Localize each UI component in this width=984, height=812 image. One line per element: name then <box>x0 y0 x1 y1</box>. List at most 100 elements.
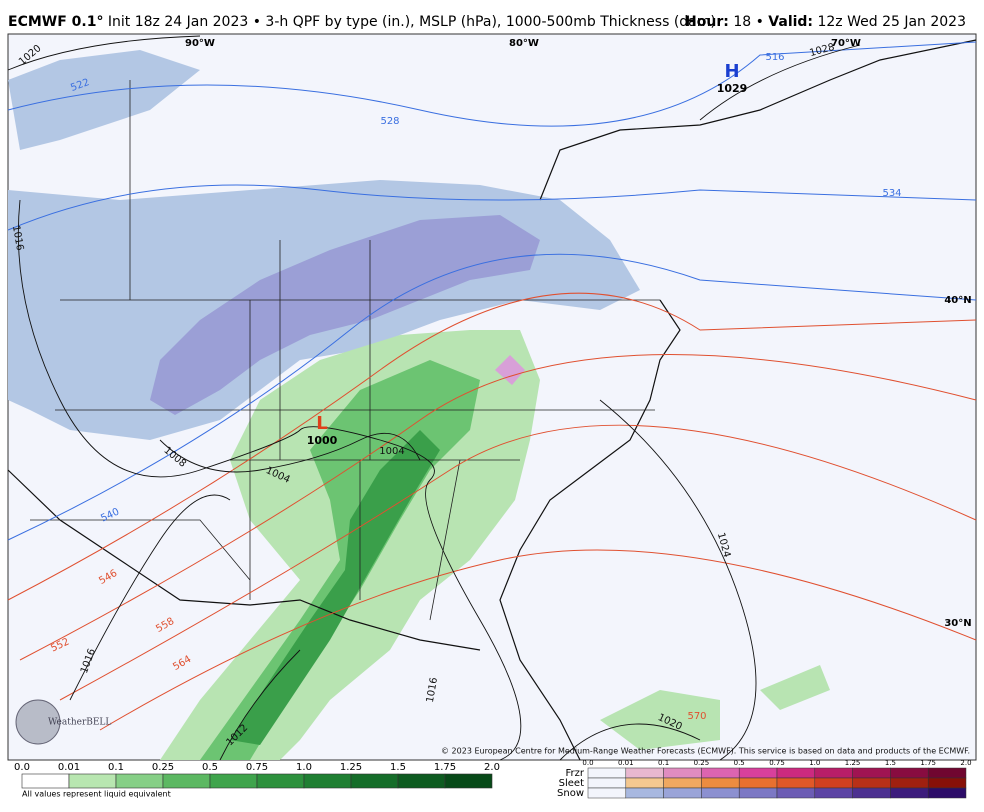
grid-label: 80°W <box>509 38 539 49</box>
thickness-contour <box>7 253 977 541</box>
legend-swatch <box>701 787 740 799</box>
contour-label: 1016 <box>425 677 440 704</box>
mixed-precip <box>495 355 525 385</box>
legend-swatch <box>890 767 929 779</box>
snow-area <box>8 50 200 150</box>
thickness-contour <box>7 41 977 127</box>
legend-tick: 0.25 <box>152 762 174 773</box>
contour-label: 1016 <box>10 225 25 252</box>
grid-label: 40°N <box>944 295 971 306</box>
legend-swatch <box>890 787 929 799</box>
pressure-center-letter: H <box>724 61 739 82</box>
legend-swatch <box>663 777 702 789</box>
header-title: ECMWF 0.1° Init 18z 24 Jan 2023 • 3-h QP… <box>8 14 716 30</box>
legend-swatch <box>738 767 778 779</box>
legend-swatch <box>814 787 853 799</box>
legend-swatch <box>738 787 778 799</box>
isobar <box>559 723 701 761</box>
legend-swatch <box>303 773 352 789</box>
logo-globe <box>15 699 61 745</box>
thickness-contour <box>7 184 977 231</box>
legend-tick: 0.75 <box>769 759 785 767</box>
isobar <box>17 199 522 761</box>
legend-swatch <box>890 777 929 789</box>
legend-tick: 0.5 <box>202 762 218 773</box>
legend-swatch <box>814 767 853 779</box>
thickness-contour <box>19 354 977 661</box>
legend-tick: 1.75 <box>920 759 936 767</box>
grid-label: 30°N <box>944 618 971 629</box>
legend-tick: 0.1 <box>658 759 669 767</box>
legend-tick: 0.01 <box>618 759 634 767</box>
legend-tick: 1.25 <box>845 759 861 767</box>
legend-swatch <box>927 787 967 799</box>
rain-area <box>600 665 830 750</box>
legend-swatch <box>852 777 891 789</box>
contour-label: 570 <box>687 711 706 722</box>
legend-tick: 0.5 <box>734 759 745 767</box>
contour-label: 528 <box>380 116 399 127</box>
legend-swatch <box>68 773 117 789</box>
legend: 0.0 0.01 0.1 0.25 0.5 0.75 1.0 1.25 1.5 1.75 2.0 Al… <box>14 759 972 799</box>
legend-swatch <box>927 767 967 779</box>
state-borders <box>30 80 660 621</box>
isobar <box>7 35 201 71</box>
pressure-center-letter: L <box>316 413 327 434</box>
grid-label: 90°W <box>185 38 215 49</box>
model: ECMWF 0.1° <box>8 14 103 30</box>
contour-label: 1004 <box>379 446 404 457</box>
legend-swatch <box>927 777 967 789</box>
legend-swatch <box>587 787 627 799</box>
legend-swatch <box>852 767 891 779</box>
legend-swatch <box>115 773 164 789</box>
legend-tick: 1.5 <box>390 762 406 773</box>
legend-swatch <box>444 773 493 789</box>
legend-tick: 0.1 <box>108 762 124 773</box>
legend-type: Snow <box>557 788 584 799</box>
heavy-snow-area <box>150 215 540 415</box>
hour: 18 • <box>733 14 764 30</box>
legend-type: Frzr <box>566 768 585 779</box>
legend-tick: 1.75 <box>434 762 456 773</box>
isobar <box>219 649 301 761</box>
pressure-center-value: 1000 <box>307 434 338 447</box>
legend-tick: 0.01 <box>58 762 80 773</box>
header-valid: Hour: 18 • Valid: 12z Wed 25 Jan 2023 <box>685 14 966 30</box>
legend-swatch <box>776 767 816 779</box>
isobar <box>599 399 757 761</box>
legend-swatch <box>162 773 211 789</box>
legend-tick: 1.0 <box>809 759 820 767</box>
legend-swatch <box>663 767 702 779</box>
legend-swatch <box>209 773 258 789</box>
valid-label: Valid: <box>768 14 813 30</box>
description: Init 18z 24 Jan 2023 • 3-h QPF by type (… <box>108 14 716 30</box>
legend-swatch <box>625 787 664 799</box>
logo: WeatherBELL <box>48 718 111 728</box>
legend-swatch <box>663 787 702 799</box>
legend-tick: 1.5 <box>885 759 896 767</box>
legend-tick: 1.0 <box>296 762 312 773</box>
legend-swatch <box>587 767 627 779</box>
legend-tick: 0.0 <box>14 762 30 773</box>
isobar <box>159 432 421 473</box>
legend-note: All values represent liquid equivalent <box>22 790 171 799</box>
legend-swatch <box>625 777 664 789</box>
isobar <box>69 494 231 701</box>
legend-swatch <box>701 777 740 789</box>
valid: 12z Wed 25 Jan 2023 <box>817 14 966 30</box>
legend-swatch <box>350 773 399 789</box>
hour-label: Hour: <box>685 14 729 30</box>
isobar <box>699 44 861 121</box>
contour-label: 516 <box>765 52 784 63</box>
legend-swatch <box>21 773 70 789</box>
thickness-contour <box>7 292 977 601</box>
legend-swatch <box>776 787 816 799</box>
legend-swatch <box>587 777 627 789</box>
legend-swatch <box>625 767 664 779</box>
grid-label: 70°W <box>831 38 861 49</box>
legend-swatch <box>852 787 891 799</box>
rain-heavy <box>230 430 440 745</box>
legend-swatch <box>776 777 816 789</box>
legend-tick: 0.75 <box>246 762 268 773</box>
legend-tick: 1.25 <box>340 762 362 773</box>
